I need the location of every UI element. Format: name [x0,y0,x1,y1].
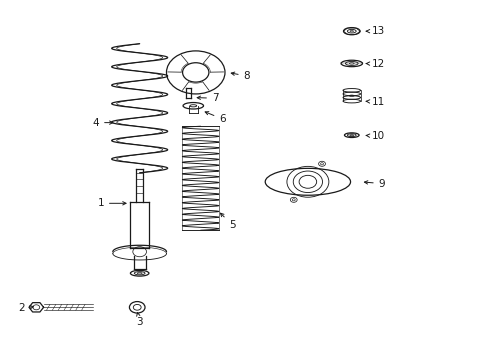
Text: 2: 2 [18,303,33,314]
Text: 11: 11 [366,97,385,107]
Text: 10: 10 [366,131,385,141]
Text: 12: 12 [366,59,385,69]
Text: 13: 13 [366,26,385,36]
Text: 1: 1 [97,198,126,208]
Text: 9: 9 [364,179,385,189]
Text: 7: 7 [197,93,218,103]
Text: 4: 4 [92,118,113,128]
Text: 3: 3 [136,313,142,327]
Text: 5: 5 [220,213,235,230]
Text: 6: 6 [205,112,225,124]
Text: 8: 8 [231,71,250,81]
